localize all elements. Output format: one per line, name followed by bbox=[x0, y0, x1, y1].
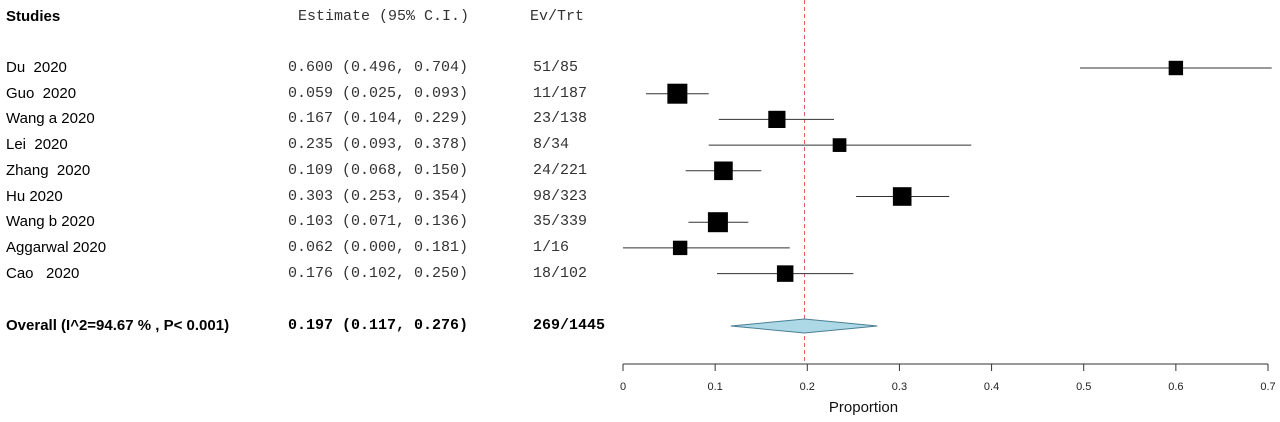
point-estimate bbox=[667, 83, 688, 104]
study-estimate: 0.167 (0.104, 0.229) bbox=[288, 110, 469, 128]
study-name: Guo 2020 bbox=[6, 84, 77, 102]
point-estimate bbox=[672, 240, 688, 256]
point-estimate bbox=[1168, 60, 1184, 76]
x-tick-label: 0.3 bbox=[892, 381, 907, 393]
x-tick-label: 0 bbox=[620, 381, 626, 393]
header-estimate: Estimate (95% C.I.) bbox=[298, 8, 470, 25]
study-name: Wang a 2020 bbox=[6, 110, 95, 128]
study-events: 11/187 bbox=[533, 84, 588, 102]
study-estimate: 0.303 (0.253, 0.354) bbox=[288, 187, 469, 205]
study-events: 24/221 bbox=[533, 161, 588, 179]
point-estimate bbox=[707, 212, 728, 233]
x-tick-label: 0.7 bbox=[1260, 381, 1275, 393]
study-estimate: 0.059 (0.025, 0.093) bbox=[288, 84, 469, 102]
x-tick-label: 0.2 bbox=[800, 381, 815, 393]
study-events: 35/339 bbox=[533, 213, 588, 231]
study-estimate: 0.600 (0.496, 0.704) bbox=[288, 59, 469, 76]
study-name: Cao 2020 bbox=[6, 264, 80, 282]
study-events: 18/102 bbox=[533, 264, 588, 282]
overall-estimate: 0.197 (0.117, 0.276) bbox=[288, 317, 469, 334]
header-events: Ev/Trt bbox=[530, 8, 585, 25]
study-estimate: 0.103 (0.071, 0.136) bbox=[288, 213, 469, 231]
header-studies: Studies bbox=[6, 8, 61, 25]
x-tick-label: 0.1 bbox=[707, 381, 722, 393]
study-estimate: 0.235 (0.093, 0.378) bbox=[288, 136, 469, 154]
point-estimate bbox=[768, 110, 786, 128]
study-name: Hu 2020 bbox=[6, 187, 63, 205]
study-name: Zhang 2020 bbox=[6, 161, 91, 179]
study-estimate: 0.109 (0.068, 0.150) bbox=[288, 161, 469, 179]
point-estimate bbox=[832, 138, 847, 152]
point-estimate bbox=[892, 187, 912, 206]
study-name: Wang b 2020 bbox=[6, 213, 95, 231]
x-tick-label: 0.6 bbox=[1168, 381, 1183, 393]
x-tick-label: 0.4 bbox=[984, 381, 999, 393]
x-axis-label: Proportion bbox=[829, 399, 898, 416]
study-estimate: 0.176 (0.102, 0.250) bbox=[288, 264, 469, 282]
point-estimate bbox=[776, 265, 794, 282]
study-name: Aggarwal 2020 bbox=[6, 238, 107, 256]
overall-label: Overall (I^2=94.67 % , P< 0.001) bbox=[6, 317, 230, 334]
study-name: Lei 2020 bbox=[6, 136, 68, 154]
x-tick-label: 0.5 bbox=[1076, 381, 1091, 393]
point-estimate bbox=[714, 161, 733, 181]
study-name: Du 2020 bbox=[6, 59, 67, 76]
study-events: 8/34 bbox=[533, 136, 570, 154]
overall-events: 269/1445 bbox=[533, 317, 606, 334]
overall-diamond bbox=[730, 318, 878, 334]
study-estimate: 0.062 (0.000, 0.181) bbox=[288, 238, 469, 256]
study-events: 98/323 bbox=[533, 187, 588, 205]
study-events: 51/85 bbox=[533, 59, 579, 76]
study-events: 23/138 bbox=[533, 110, 588, 128]
study-events: 1/16 bbox=[533, 238, 570, 256]
